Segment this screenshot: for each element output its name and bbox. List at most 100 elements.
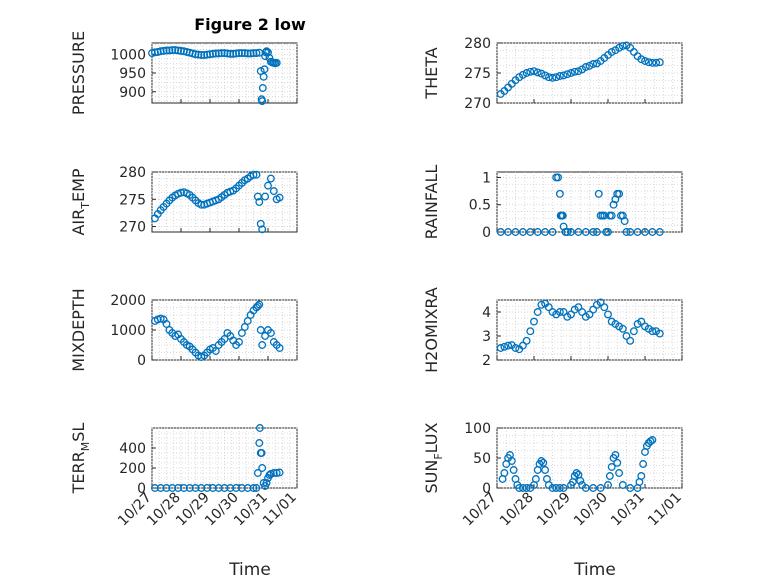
data-point xyxy=(594,189,603,198)
data-point xyxy=(629,327,638,336)
y-tick-label-h2omixra: 4 xyxy=(482,305,491,321)
series-terr-msl xyxy=(150,424,284,492)
data-point xyxy=(500,469,509,477)
data-point xyxy=(509,466,518,474)
data-point xyxy=(266,329,275,337)
data-point xyxy=(522,484,531,492)
data-point xyxy=(211,49,220,58)
y-tick-label-sun-flux: 0 xyxy=(482,481,491,497)
data-point xyxy=(570,67,579,76)
data-point xyxy=(191,50,200,59)
data-point xyxy=(235,49,243,58)
data-point xyxy=(237,484,246,492)
data-point xyxy=(262,47,271,56)
data-point xyxy=(275,468,284,477)
data-point xyxy=(646,437,655,446)
data-point xyxy=(604,310,612,319)
y-tick-label-theta: 280 xyxy=(464,36,491,52)
data-point xyxy=(607,211,616,220)
data-point xyxy=(648,228,657,236)
data-point xyxy=(220,49,229,58)
data-point xyxy=(600,303,609,312)
data-point xyxy=(174,46,183,55)
data-point xyxy=(496,228,505,236)
data-point xyxy=(615,43,624,52)
y-axis-label-mixdepth: MIXDEPTH xyxy=(69,288,88,371)
data-point xyxy=(249,170,258,179)
data-point xyxy=(567,310,575,319)
data-point xyxy=(563,70,572,79)
data-point xyxy=(162,46,171,55)
series-air-temp xyxy=(150,170,284,234)
data-point xyxy=(258,84,267,92)
y-tick-label-terr-msl: 400 xyxy=(119,441,146,457)
data-point xyxy=(589,228,598,236)
data-point xyxy=(637,55,646,64)
panel-mixdepth: 0 1000 2000 MIXDEPTH xyxy=(69,288,298,372)
data-point xyxy=(618,481,627,489)
data-point xyxy=(559,484,568,492)
data-point xyxy=(544,73,553,82)
data-point xyxy=(159,46,168,55)
data-point xyxy=(555,72,564,80)
data-point xyxy=(522,69,531,77)
data-point xyxy=(526,327,535,336)
data-point xyxy=(592,228,601,236)
x-axis-label-right: Time xyxy=(573,560,616,580)
data-point xyxy=(162,320,171,328)
y-tick-label-terr-msl: 200 xyxy=(119,461,146,477)
data-point xyxy=(165,46,174,55)
panel-h2omixra: 2 3 4 H2OMIXRA xyxy=(422,287,683,373)
data-point xyxy=(255,439,264,447)
data-point xyxy=(648,58,657,67)
y-axis-label-h2omixra: H2OMIXRA xyxy=(422,287,441,373)
data-point xyxy=(249,484,258,492)
data-point xyxy=(641,228,649,236)
data-point xyxy=(264,181,272,190)
data-point xyxy=(258,464,267,472)
data-point xyxy=(548,228,557,236)
series-mixdepth xyxy=(150,300,284,361)
x-tick-label: 11/01 xyxy=(260,490,300,530)
data-point xyxy=(226,484,235,492)
data-point xyxy=(272,469,281,477)
data-point xyxy=(537,457,546,465)
data-point xyxy=(626,484,635,492)
data-point xyxy=(639,460,648,468)
data-point xyxy=(156,47,165,56)
data-point xyxy=(214,484,223,492)
data-point xyxy=(555,308,564,316)
data-point xyxy=(559,308,568,316)
data-point xyxy=(522,336,531,345)
x-tick-label: 10/30 xyxy=(571,490,611,530)
y-tick-label-mixdepth: 0 xyxy=(137,353,146,369)
data-point xyxy=(518,341,527,350)
y-axis-label-terr-msl: TERRMSL xyxy=(69,423,92,495)
data-point xyxy=(162,484,171,492)
data-point xyxy=(203,484,212,492)
data-point xyxy=(555,484,564,492)
data-point xyxy=(626,336,635,345)
data-point xyxy=(552,73,561,82)
grid-theta xyxy=(496,42,683,104)
data-point xyxy=(504,341,513,350)
data-point xyxy=(607,463,616,471)
data-point xyxy=(252,484,261,492)
data-point xyxy=(256,219,265,228)
data-point xyxy=(548,484,557,492)
data-point xyxy=(174,484,183,492)
data-point xyxy=(156,484,165,492)
data-point xyxy=(150,484,159,492)
series-h2omixra xyxy=(496,298,664,354)
data-point xyxy=(168,46,177,55)
series-rainfall xyxy=(496,173,664,236)
data-point xyxy=(229,49,238,58)
data-point xyxy=(641,57,649,65)
data-point xyxy=(252,49,261,58)
data-point xyxy=(539,458,548,467)
series-sun-flux xyxy=(498,436,657,492)
data-point xyxy=(559,71,568,80)
data-point xyxy=(177,188,185,197)
data-point xyxy=(269,469,278,477)
